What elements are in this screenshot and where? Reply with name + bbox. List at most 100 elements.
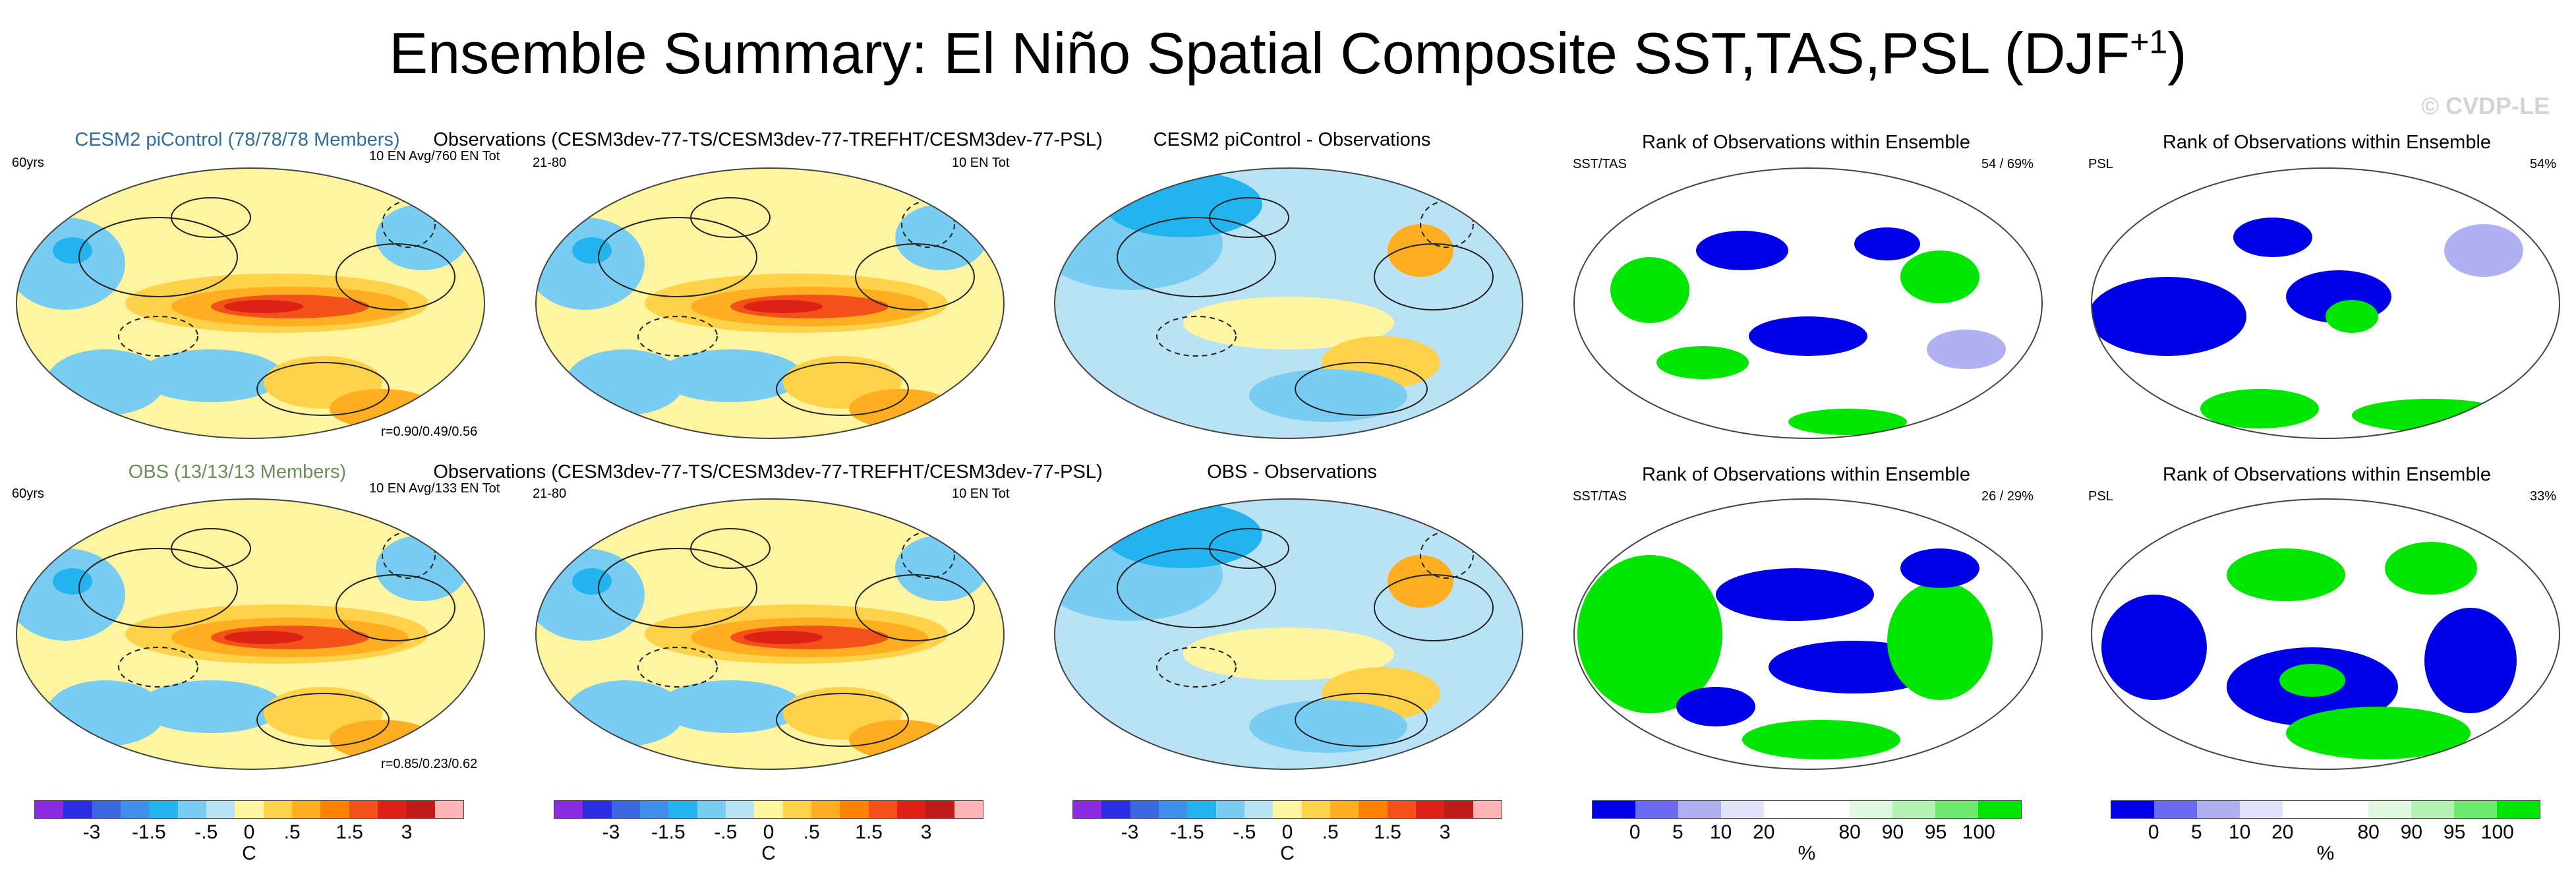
rank-region	[2279, 664, 2345, 697]
colorbar-swatch	[2326, 801, 2368, 818]
colorbar-swatch	[1444, 801, 1473, 818]
rank-region	[2233, 218, 2312, 257]
panel-right-label-r2c1: 10 EN Avg/133 EN Tot	[369, 481, 500, 496]
psl-contour	[1295, 693, 1428, 747]
colorbar-tick-label: 10	[2228, 821, 2251, 843]
map-r1c3	[1054, 167, 1523, 439]
psl-contour	[171, 197, 251, 238]
colorbar-swatch	[782, 801, 811, 818]
colorbar-swatch	[1935, 801, 1978, 818]
map-r2c2	[535, 498, 1005, 770]
colorbar-unit-temp-1: C	[242, 842, 256, 864]
psl-contour	[776, 693, 909, 747]
colorbar-swatch	[2497, 801, 2540, 818]
map-anomaly-region	[330, 720, 435, 759]
colorbar-swatch	[63, 801, 92, 818]
colorbar-swatch	[1187, 801, 1216, 818]
psl-contour-negative	[118, 647, 198, 688]
colorbar-rank-2	[2111, 800, 2540, 819]
panel-left-label-r1c4: SST/TAS	[1573, 157, 1627, 171]
colorbar-temp-1	[34, 800, 464, 819]
colorbar-swatch	[206, 801, 235, 818]
psl-contour-negative	[118, 316, 198, 357]
map-anomaly-region	[1388, 555, 1453, 608]
colorbar-tick-label: 20	[1753, 821, 1775, 843]
colorbar-tick-label: -.5	[714, 821, 738, 843]
colorbar-swatch	[120, 801, 150, 818]
map-outline	[1573, 167, 2043, 439]
panel-right-label-r1c4: 54 / 69%	[1981, 157, 2034, 171]
map-r2c3	[1054, 498, 1523, 770]
watermark: © CVDP-LE	[2421, 92, 2550, 119]
colorbar-tick-label: 1.5	[1374, 821, 1401, 843]
colorbar-temp-3	[1072, 800, 1502, 819]
colorbar-swatch	[35, 801, 64, 818]
psl-contour	[256, 693, 390, 747]
colorbar-tick-label: -1.5	[132, 821, 166, 843]
psl-contour	[855, 243, 975, 310]
panel-right-label-r1c1: 10 EN Avg/760 EN Tot	[369, 149, 500, 163]
colorbar-swatch	[2454, 801, 2497, 818]
psl-contour	[1117, 217, 1276, 297]
colorbar-ticks-temp-3: -3 -1.5 -.5 0 .5 1.5 3	[1072, 821, 1502, 848]
psl-contour	[336, 574, 455, 641]
colorbar-tick-label: 1.5	[336, 821, 363, 843]
colorbar-swatch	[1892, 801, 1935, 818]
colorbar-swatch	[2154, 801, 2197, 818]
colorbar-swatch	[1073, 801, 1102, 818]
colorbar-swatch	[1807, 801, 1850, 818]
map-r2c5	[2091, 498, 2560, 770]
colorbar-swatch	[235, 801, 264, 818]
panel-title-r2c3: OBS - Observations	[1207, 461, 1377, 483]
psl-contour-negative	[901, 200, 955, 248]
colorbar-ticks-temp-2: -3 -1.5 -.5 0 .5 1.5 3	[554, 821, 983, 848]
colorbar-tick-label: .5	[803, 821, 820, 843]
colorbar-tick-label: 100	[1962, 821, 1995, 843]
rank-region	[2326, 300, 2378, 333]
colorbar-swatch	[1359, 801, 1388, 818]
colorbar-swatch	[1158, 801, 1188, 818]
rank-region	[1610, 257, 1689, 323]
panel-left-label-r1c2: 21-80	[533, 156, 567, 170]
rank-region	[1854, 227, 1920, 260]
colorbar-tick-label: 90	[2400, 821, 2423, 843]
map-anomaly-region	[849, 720, 954, 759]
map-outline	[16, 167, 485, 439]
colorbar-tick-label: 0	[1281, 821, 1293, 843]
map-anomaly-region	[46, 349, 165, 415]
colorbar-swatch	[1130, 801, 1159, 818]
colorbar-swatch	[811, 801, 840, 818]
colorbar-tick-label: -.5	[194, 821, 218, 843]
map-anomaly-region	[1388, 224, 1453, 277]
panel-bottom-label-r2c1: r=0.85/0.23/0.62	[381, 757, 478, 771]
map-outline	[535, 498, 1005, 770]
map-r2c4	[1573, 498, 2043, 770]
colorbar-swatch	[1415, 801, 1445, 818]
colorbar-tick-label: 95	[1924, 821, 1947, 843]
colorbar-swatch	[754, 801, 783, 818]
colorbar-tick-label: 100	[2480, 821, 2514, 843]
colorbar-tick-label: 20	[2271, 821, 2294, 843]
colorbar-tick-label: 90	[1881, 821, 1904, 843]
psl-contour-negative	[901, 531, 955, 579]
panel-title-r2c4: Rank of Observations within Ensemble	[1641, 464, 1971, 485]
rank-region	[1696, 231, 1788, 270]
psl-contour	[1209, 197, 1289, 238]
panel-title-r2c5: Rank of Observations within Ensemble	[2162, 464, 2492, 485]
colorbar-swatch	[583, 801, 612, 818]
map-anomaly-region	[744, 631, 823, 644]
colorbar-swatch	[149, 801, 178, 818]
colorbar-unit-temp-3: C	[1280, 842, 1295, 864]
psl-contour	[256, 362, 390, 416]
colorbar-swatch	[1593, 801, 1635, 818]
panel-title-r1c4: Rank of Observations within Ensemble	[1641, 132, 1971, 153]
map-anomaly-region	[566, 349, 684, 415]
colorbar-tick-label: -1.5	[1170, 821, 1204, 843]
psl-contour	[171, 528, 251, 569]
colorbar-swatch	[1301, 801, 1330, 818]
rank-region	[1749, 316, 1867, 356]
panel-title-r1c1: CESM2 piControl (78/78/78 Members)	[74, 129, 400, 150]
panel-title-r1c2: Observations (CESM3dev-77-TS/CESM3dev-77…	[433, 129, 1103, 150]
map-outline	[1054, 167, 1523, 439]
psl-contour-negative	[1420, 531, 1474, 579]
